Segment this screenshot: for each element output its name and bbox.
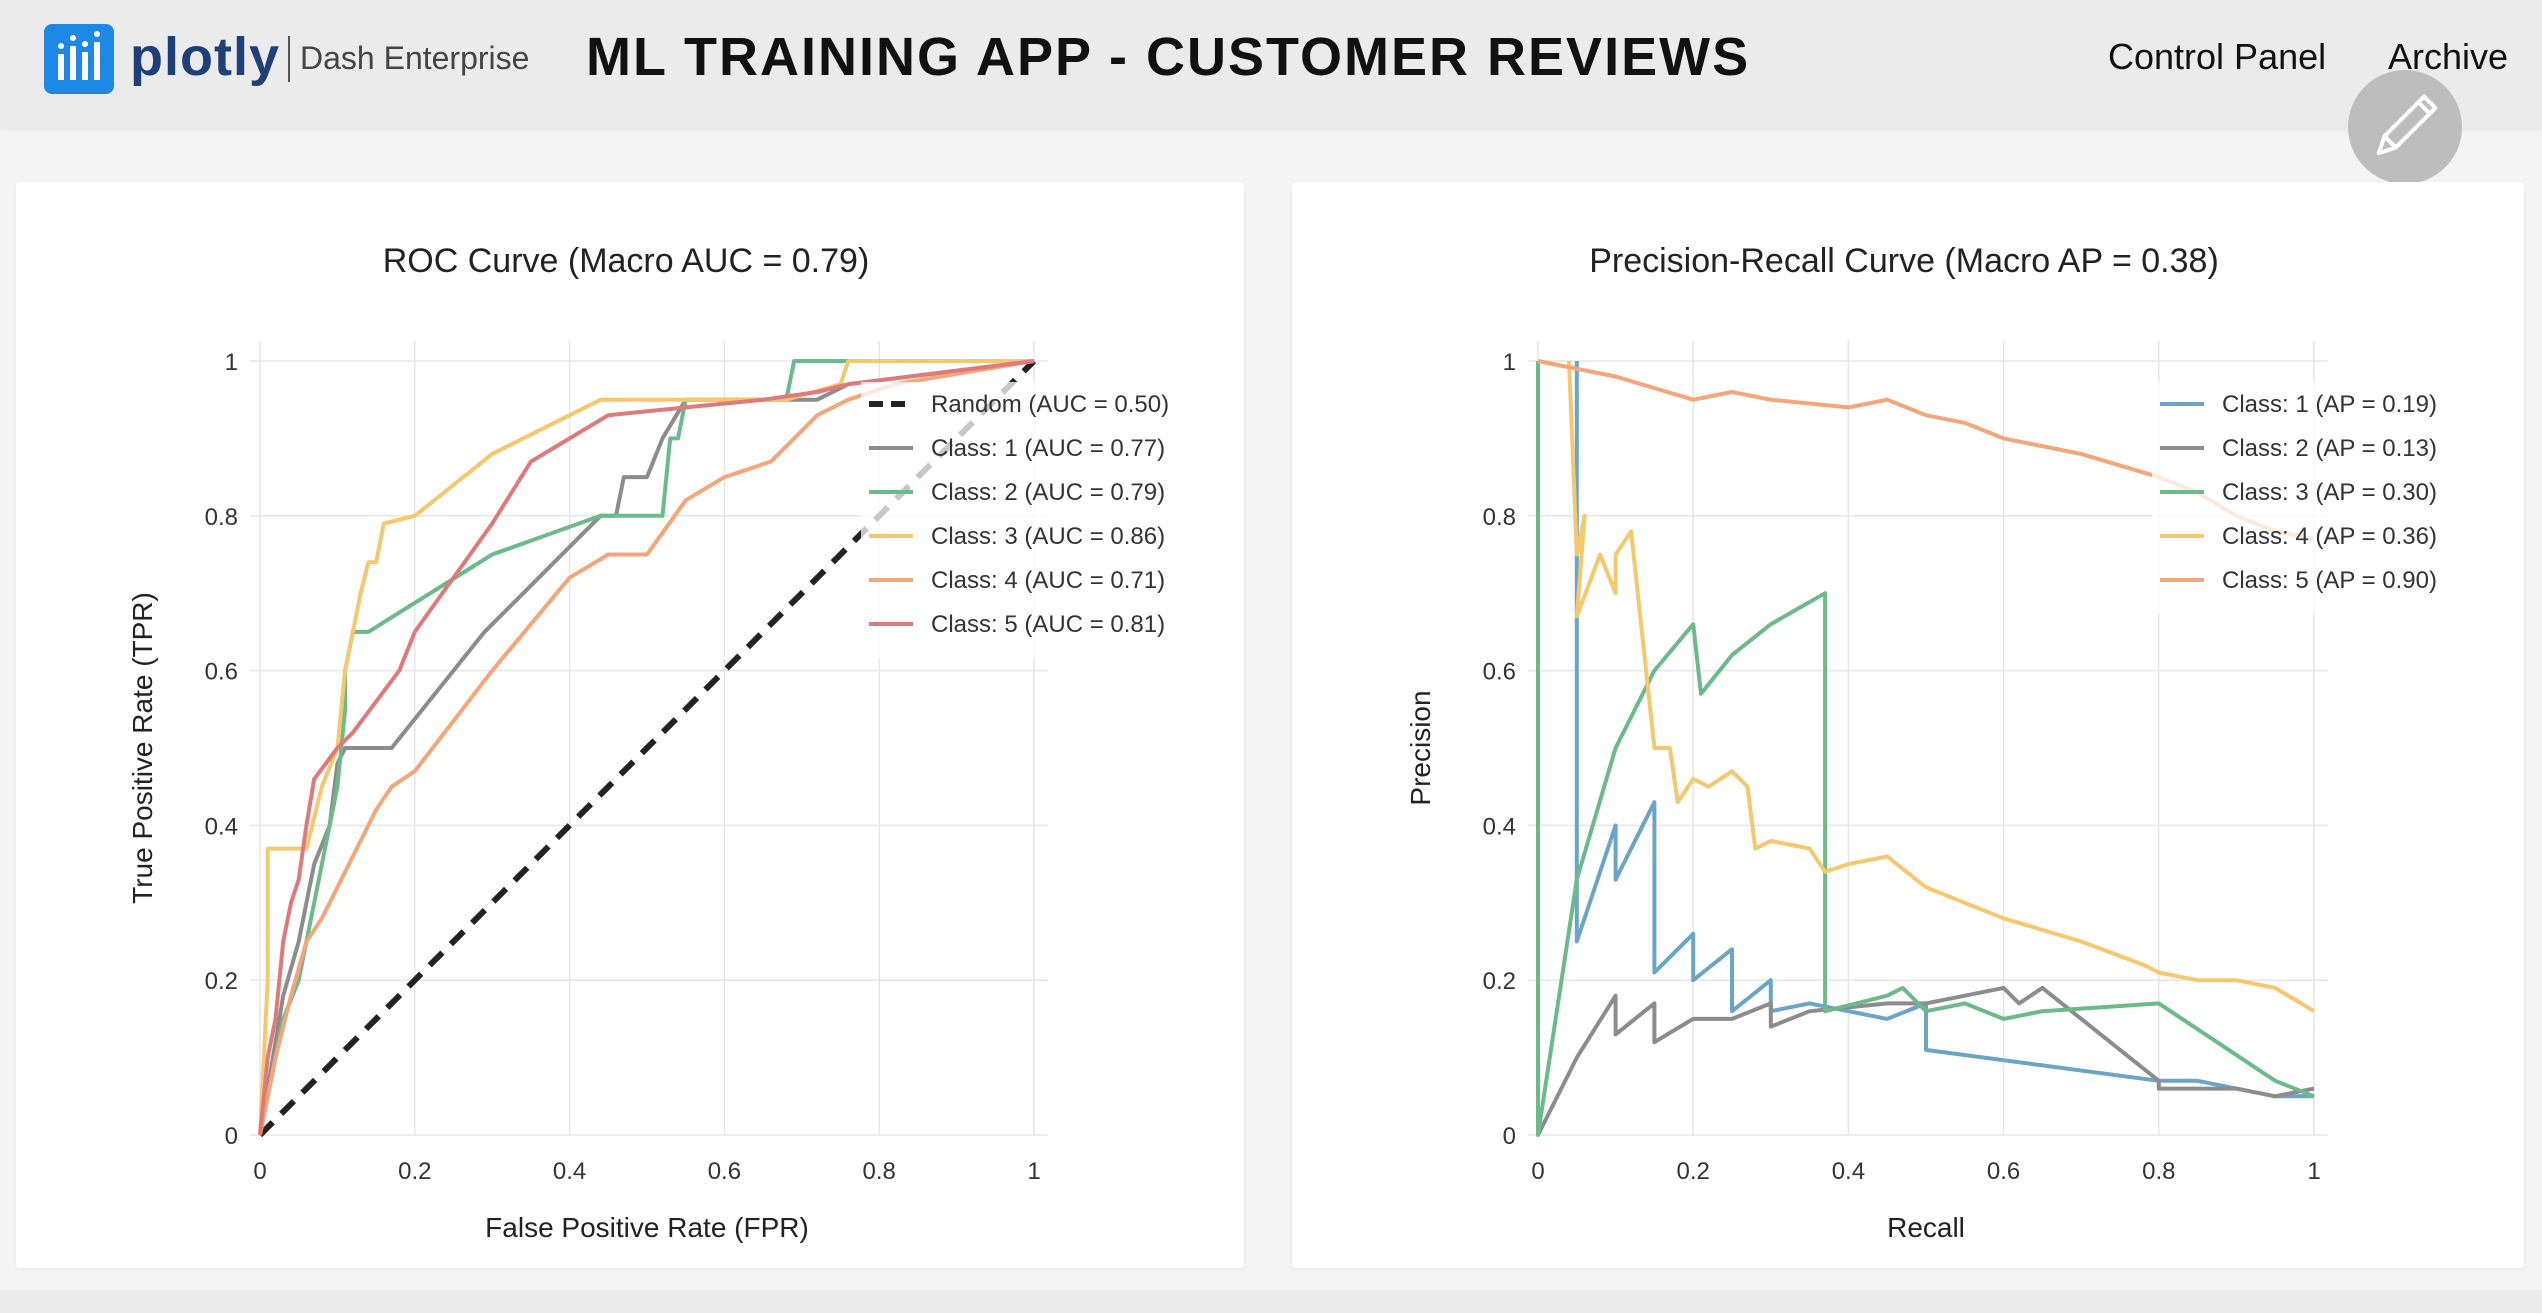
series-line-4[interactable] xyxy=(258,359,1035,1136)
legend-entry[interactable]: Class: 1 (AUC = 0.77) xyxy=(931,435,1165,462)
pr-chart-card: 0 0.2 0.4 0.6 0.8 1 0 0.2 0.4 0.6 0.8 1 Precision-Re… xyxy=(1292,182,2524,1268)
y-tick-label: 0.8 xyxy=(1483,504,1516,531)
roc-chart[interactable]: 0 0.2 0.4 0.6 0.8 1 0 0.2 0.4 0.6 0.8 1 ROC Curve (M… xyxy=(16,182,1244,1268)
y-tick-label: 0.8 xyxy=(205,504,238,531)
nav-control-panel[interactable]: Control Panel xyxy=(2108,36,2327,77)
series-line-3[interactable] xyxy=(1567,360,2316,1013)
y-tick-label: 1 xyxy=(1503,349,1516,376)
x-tick-label: 0 xyxy=(1531,1158,1544,1185)
x-tick-label: 0.2 xyxy=(1677,1158,1710,1185)
legend-entry[interactable]: Class: 2 (AUC = 0.79) xyxy=(931,479,1165,506)
x-tick-label: 0 xyxy=(253,1158,266,1185)
x-tick-label: 0.8 xyxy=(2142,1158,2175,1185)
y-axis-label: Precision xyxy=(1405,690,1436,805)
app-header: plotly Dash Enterprise ML TRAINING APP -… xyxy=(0,0,2542,128)
logo-separator xyxy=(288,36,290,82)
legend: Random (AUC = 0.50) Class: 1 (AUC = 0.77)… xyxy=(861,382,1231,658)
x-tick-label: 0.6 xyxy=(1987,1158,2020,1185)
x-tick-label: 1 xyxy=(1027,1158,1040,1185)
y-tick-label: 0.2 xyxy=(205,968,238,995)
bottom-strip xyxy=(0,1290,2542,1313)
logo-word: plotly xyxy=(130,27,280,87)
legend-entry[interactable]: Class: 2 (AP = 0.13) xyxy=(2222,435,2437,462)
y-tick-label: 1 xyxy=(225,349,238,376)
x-tick-label: 0.4 xyxy=(1832,1158,1865,1185)
x-tick-label: 0.2 xyxy=(398,1158,431,1185)
chart-title: ROC Curve (Macro AUC = 0.79) xyxy=(383,242,870,280)
y-tick-label: 0.6 xyxy=(1483,659,1516,686)
y-tick-label: 0.4 xyxy=(1483,813,1516,840)
legend-entry[interactable]: Class: 5 (AUC = 0.81) xyxy=(931,611,1165,638)
series-line-2[interactable] xyxy=(1536,361,2315,1137)
legend-entry[interactable]: Class: 1 (AP = 0.19) xyxy=(2222,391,2437,418)
page-title: ML TRAINING APP - CUSTOMER REVIEWS xyxy=(586,27,1751,87)
legend-entry[interactable]: Class: 4 (AUC = 0.71) xyxy=(931,567,1165,594)
y-tick-label: 0 xyxy=(225,1123,238,1150)
y-tick-label: 0.2 xyxy=(1483,968,1516,995)
y-tick-label: 0 xyxy=(1503,1123,1516,1150)
series-line-3[interactable] xyxy=(258,359,1034,1136)
edit-button[interactable] xyxy=(2348,70,2462,184)
plotly-bars-icon[interactable] xyxy=(44,24,114,94)
series-line-5[interactable] xyxy=(258,359,1035,1136)
pencil-icon xyxy=(2376,94,2438,156)
x-axis-label: False Positive Rate (FPR) xyxy=(485,1212,809,1243)
legend-entry[interactable]: Class: 4 (AP = 0.36) xyxy=(2222,523,2437,550)
y-axis-label: True Positive Rate (TPR) xyxy=(127,592,158,904)
chart-title: Precision-Recall Curve (Macro AP = 0.38) xyxy=(1589,242,2219,280)
logo-subtitle: Dash Enterprise xyxy=(300,40,530,76)
x-axis-label: Recall xyxy=(1887,1212,1965,1243)
x-tick-label: 0.6 xyxy=(708,1158,741,1185)
roc-chart-card: 0 0.2 0.4 0.6 0.8 1 0 0.2 0.4 0.6 0.8 1 ROC Curve (M… xyxy=(16,182,1244,1268)
x-tick-label: 0.8 xyxy=(863,1158,896,1185)
legend-entry[interactable]: Random (AUC = 0.50) xyxy=(931,391,1169,418)
series-line-0[interactable] xyxy=(1574,361,2314,1099)
x-tick-label: 1 xyxy=(2307,1158,2320,1185)
legend-entry[interactable]: Class: 5 (AP = 0.90) xyxy=(2222,567,2437,594)
x-tick-label: 0.4 xyxy=(553,1158,586,1185)
y-tick-label: 0.6 xyxy=(205,659,238,686)
pr-chart[interactable]: 0 0.2 0.4 0.6 0.8 1 0 0.2 0.4 0.6 0.8 1 Precision-Re… xyxy=(1292,182,2524,1268)
legend: Class: 1 (AP = 0.19) Class: 2 (AP = 0.13)… xyxy=(2152,382,2522,614)
legend-entry[interactable]: Class: 3 (AUC = 0.86) xyxy=(931,523,1165,550)
legend-entry[interactable]: Class: 3 (AP = 0.30) xyxy=(2222,479,2437,506)
y-tick-label: 0.4 xyxy=(205,813,238,840)
